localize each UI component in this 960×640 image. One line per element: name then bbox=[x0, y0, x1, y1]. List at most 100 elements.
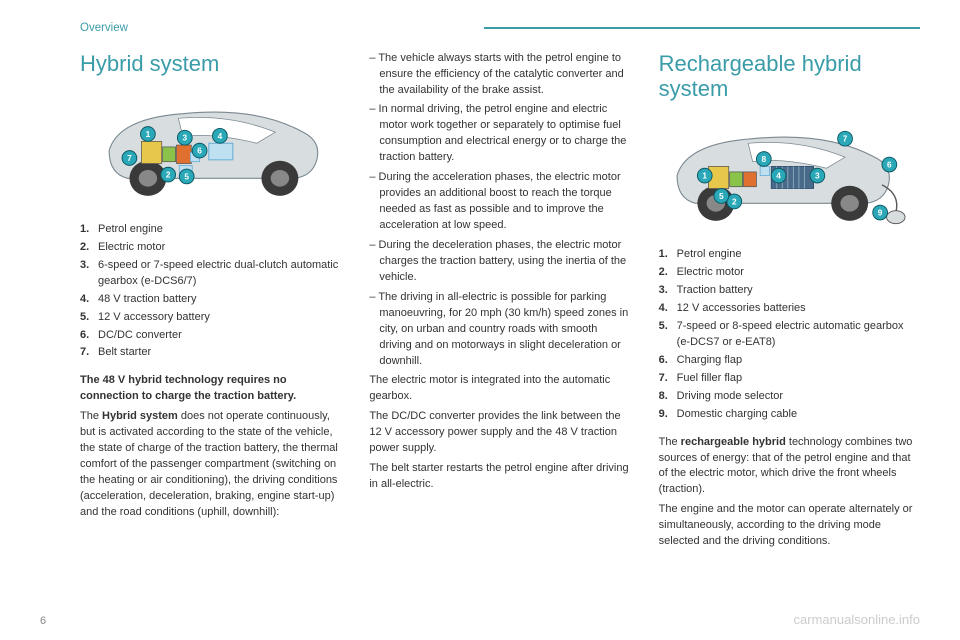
column-1: Hybrid system 1 2 3 4 5 6 7 bbox=[80, 51, 341, 554]
col3-para1: The rechargeable hybrid technology combi… bbox=[659, 435, 920, 499]
header-rule bbox=[484, 27, 920, 29]
list-item-text: Petrol engine bbox=[677, 247, 742, 263]
callout-4: 4 bbox=[771, 168, 786, 183]
bullet-text: In normal driving, the petrol engine and… bbox=[379, 103, 627, 163]
list-item: 4.12 V accessories batteries bbox=[659, 301, 920, 317]
callout-7: 7 bbox=[837, 132, 852, 147]
callout-6: 6 bbox=[192, 143, 207, 158]
svg-text:7: 7 bbox=[842, 134, 847, 144]
svg-text:2: 2 bbox=[732, 197, 737, 207]
callout-5: 5 bbox=[179, 169, 194, 184]
callout-8: 8 bbox=[756, 152, 771, 167]
bullet-text: During the deceleration phases, the elec… bbox=[379, 239, 627, 283]
svg-text:3: 3 bbox=[815, 171, 820, 181]
list-item: 4.48 V traction battery bbox=[80, 292, 341, 308]
bullet: – During the deceleration phases, the el… bbox=[369, 238, 630, 286]
callout-2: 2 bbox=[161, 167, 176, 182]
svg-text:5: 5 bbox=[184, 171, 189, 181]
list-item: 1.Petrol engine bbox=[659, 247, 920, 263]
bullet-text: During the acceleration phases, the elec… bbox=[379, 171, 621, 231]
hybrid-diagram: 1 2 3 4 5 6 7 bbox=[80, 86, 341, 206]
callout-9: 9 bbox=[872, 205, 887, 220]
svg-text:9: 9 bbox=[877, 208, 882, 218]
list-item-text: DC/DC converter bbox=[98, 328, 182, 344]
list-item: 5.12 V accessory battery bbox=[80, 310, 341, 326]
bullet-text: The vehicle always starts with the petro… bbox=[378, 52, 623, 96]
col3-list: 1.Petrol engine 2.Electric motor 3.Tract… bbox=[659, 247, 920, 422]
callout-1: 1 bbox=[697, 168, 712, 183]
bullet: – The driving in all-electric is possibl… bbox=[369, 290, 630, 370]
svg-text:1: 1 bbox=[702, 171, 707, 181]
list-item: 2.Electric motor bbox=[659, 265, 920, 281]
list-item: 2.Electric motor bbox=[80, 240, 341, 256]
col1-para1: The Hybrid system does not operate conti… bbox=[80, 409, 341, 521]
text: does not operate continuously, but is ac… bbox=[80, 410, 338, 518]
list-item-text: 12 V accessories batteries bbox=[677, 301, 806, 317]
col3-body: The rechargeable hybrid technology combi… bbox=[659, 435, 920, 551]
content-columns: Hybrid system 1 2 3 4 5 6 7 bbox=[80, 51, 920, 554]
svg-text:6: 6 bbox=[887, 160, 892, 170]
list-item-text: Electric motor bbox=[98, 240, 165, 256]
callout-4: 4 bbox=[213, 128, 228, 143]
column-3: Rechargeable hybrid system bbox=[659, 51, 920, 554]
list-item-text: Traction battery bbox=[677, 283, 753, 299]
watermark: carmanualsonline.info bbox=[794, 611, 920, 630]
list-item: 8.Driving mode selector bbox=[659, 389, 920, 405]
col3-title: Rechargeable hybrid system bbox=[659, 51, 920, 102]
list-item: 6.Charging flap bbox=[659, 353, 920, 369]
column-2: – The vehicle always starts with the pet… bbox=[369, 51, 630, 554]
callout-3: 3 bbox=[810, 168, 825, 183]
list-item-text: Charging flap bbox=[677, 353, 742, 369]
page-number: 6 bbox=[40, 614, 46, 630]
list-item-text: 48 V traction battery bbox=[98, 292, 196, 308]
list-item-text: Domestic charging cable bbox=[677, 407, 797, 423]
list-item-text: Electric motor bbox=[677, 265, 744, 281]
text-bold: rechargeable hybrid bbox=[681, 436, 786, 448]
callout-6: 6 bbox=[882, 157, 897, 172]
col2-p2: The DC/DC converter provides the link be… bbox=[369, 409, 630, 457]
list-item: 9.Domestic charging cable bbox=[659, 407, 920, 423]
list-item: 1.Petrol engine bbox=[80, 222, 341, 238]
svg-text:6: 6 bbox=[197, 146, 202, 156]
list-item: 7.Belt starter bbox=[80, 345, 341, 361]
callout-5: 5 bbox=[714, 189, 729, 204]
col1-body: The 48 V hybrid technology requires no c… bbox=[80, 373, 341, 520]
list-item-text: Fuel filler flap bbox=[677, 371, 742, 387]
page-header: Overview bbox=[80, 20, 920, 37]
bullet-text: The driving in all-electric is possible … bbox=[378, 291, 628, 367]
col2-p3: The belt starter restarts the petrol eng… bbox=[369, 461, 630, 493]
svg-text:8: 8 bbox=[761, 154, 766, 164]
svg-text:5: 5 bbox=[719, 191, 724, 201]
text: The bbox=[659, 436, 681, 448]
list-item-text: 7-speed or 8-speed electric automatic ge… bbox=[677, 319, 920, 351]
bullet: – The vehicle always starts with the pet… bbox=[369, 51, 630, 99]
list-item-text: 12 V accessory battery bbox=[98, 310, 210, 326]
col3-para2: The engine and the motor can operate alt… bbox=[659, 502, 920, 550]
col2-bullets: – The vehicle always starts with the pet… bbox=[369, 51, 630, 370]
svg-text:4: 4 bbox=[776, 171, 781, 181]
callout-7: 7 bbox=[122, 151, 137, 166]
list-item: 6.DC/DC converter bbox=[80, 328, 341, 344]
bullet: – During the acceleration phases, the el… bbox=[369, 170, 630, 234]
list-item: 7.Fuel filler flap bbox=[659, 371, 920, 387]
list-item-text: Driving mode selector bbox=[677, 389, 783, 405]
svg-text:1: 1 bbox=[146, 129, 151, 139]
svg-text:2: 2 bbox=[166, 170, 171, 180]
svg-text:4: 4 bbox=[218, 131, 223, 141]
svg-text:3: 3 bbox=[183, 133, 188, 143]
list-item: 3.6-speed or 7-speed electric dual-clutc… bbox=[80, 258, 341, 290]
rechargeable-diagram: 1 2 3 4 5 6 7 8 9 bbox=[659, 111, 920, 231]
list-item-text: Petrol engine bbox=[98, 222, 163, 238]
svg-text:7: 7 bbox=[127, 153, 132, 163]
col1-title: Hybrid system bbox=[80, 51, 341, 76]
col1-bold-intro: The 48 V hybrid technology requires no c… bbox=[80, 374, 296, 402]
list-item-text: 6-speed or 7-speed electric dual-clutch … bbox=[98, 258, 341, 290]
list-item: 5.7-speed or 8-speed electric automatic … bbox=[659, 319, 920, 351]
bullet: – In normal driving, the petrol engine a… bbox=[369, 102, 630, 166]
list-item: 3.Traction battery bbox=[659, 283, 920, 299]
callout-1: 1 bbox=[141, 127, 156, 142]
col1-list: 1.Petrol engine 2.Electric motor 3.6-spe… bbox=[80, 222, 341, 362]
text: The bbox=[80, 410, 102, 422]
list-item-text: Belt starter bbox=[98, 345, 151, 361]
text-bold: Hybrid system bbox=[102, 410, 178, 422]
